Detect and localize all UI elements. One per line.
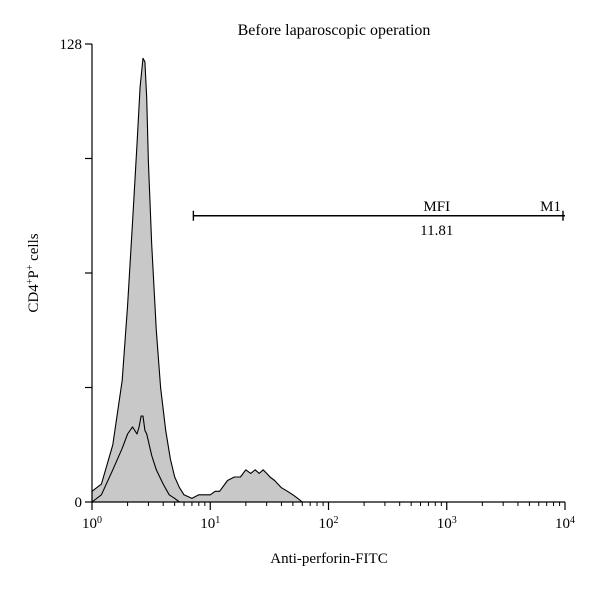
y-axis-label-sup2: + (25, 264, 36, 270)
y-axis-label-sup1: + (25, 278, 36, 284)
histogram-outline-series (91, 415, 180, 503)
histogram-filled-series (91, 57, 303, 503)
svg-text:CD4+P+ cells: CD4+P+ cells (25, 233, 43, 312)
x-tick-label: 102 (319, 515, 339, 533)
x-tick-label: 100 (82, 515, 102, 533)
y-axis-label-cd4: CD4 (26, 284, 42, 313)
y-axis-label: CD4+P+ cells (25, 233, 43, 312)
x-tick-label: 103 (437, 515, 457, 533)
y-tick-label: 128 (60, 37, 83, 53)
series-layer (91, 57, 303, 503)
gate-layer: M1 MFI 11.81 (192, 199, 565, 239)
gate-stat-value: 11.81 (420, 223, 453, 239)
chart-title: Before laparoscopic operation (238, 22, 431, 39)
x-tick-label: 104 (555, 515, 575, 533)
x-axis-label: Anti-perforin-FITC (270, 551, 387, 567)
x-tick-label: 101 (200, 515, 220, 533)
gate-name-label: M1 (540, 199, 561, 215)
gate-stat-label: MFI (423, 199, 450, 215)
y-axis-label-cells: cells (26, 233, 42, 264)
y-axis-label-p: P (26, 270, 42, 278)
y-tick-label: 0 (75, 495, 83, 511)
axis-layer: 0 128 100 101 102 103 104 (60, 37, 576, 532)
